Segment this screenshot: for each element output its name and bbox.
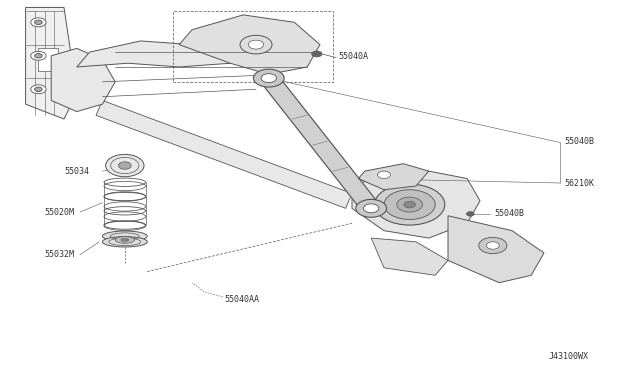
Circle shape bbox=[240, 35, 272, 54]
Polygon shape bbox=[26, 7, 77, 119]
Polygon shape bbox=[51, 48, 115, 112]
Polygon shape bbox=[96, 100, 352, 208]
Polygon shape bbox=[77, 41, 243, 67]
Circle shape bbox=[467, 212, 474, 216]
Text: 55040A: 55040A bbox=[338, 52, 368, 61]
Circle shape bbox=[118, 162, 131, 169]
Circle shape bbox=[384, 190, 435, 219]
Circle shape bbox=[31, 18, 46, 27]
Circle shape bbox=[378, 171, 390, 179]
Circle shape bbox=[404, 201, 415, 208]
Circle shape bbox=[374, 184, 445, 225]
Circle shape bbox=[479, 237, 507, 254]
Text: J43100WX: J43100WX bbox=[549, 352, 589, 361]
Circle shape bbox=[35, 20, 42, 25]
Circle shape bbox=[31, 85, 46, 94]
Polygon shape bbox=[179, 15, 320, 74]
Circle shape bbox=[312, 51, 322, 57]
Circle shape bbox=[397, 197, 422, 212]
Ellipse shape bbox=[102, 231, 147, 241]
Circle shape bbox=[253, 69, 284, 87]
Bar bbox=[38, 48, 58, 71]
Circle shape bbox=[35, 87, 42, 92]
Circle shape bbox=[364, 204, 379, 213]
Circle shape bbox=[248, 40, 264, 49]
Polygon shape bbox=[358, 164, 429, 190]
Ellipse shape bbox=[115, 237, 134, 243]
Polygon shape bbox=[352, 171, 480, 238]
Text: 55020M: 55020M bbox=[45, 208, 75, 217]
Text: 55034: 55034 bbox=[64, 167, 89, 176]
Text: 55032M: 55032M bbox=[45, 250, 75, 259]
Circle shape bbox=[261, 74, 276, 83]
Text: 55040AA: 55040AA bbox=[224, 295, 259, 304]
Circle shape bbox=[356, 199, 387, 217]
Polygon shape bbox=[448, 216, 544, 283]
Text: 55040B: 55040B bbox=[564, 137, 595, 146]
Circle shape bbox=[106, 154, 144, 177]
Circle shape bbox=[35, 54, 42, 58]
Circle shape bbox=[486, 242, 499, 249]
Ellipse shape bbox=[102, 237, 147, 247]
Polygon shape bbox=[259, 76, 381, 211]
Text: 55040B: 55040B bbox=[495, 209, 525, 218]
Polygon shape bbox=[371, 238, 448, 275]
Circle shape bbox=[31, 51, 46, 60]
Ellipse shape bbox=[121, 238, 129, 241]
Text: 56210K: 56210K bbox=[564, 179, 595, 188]
